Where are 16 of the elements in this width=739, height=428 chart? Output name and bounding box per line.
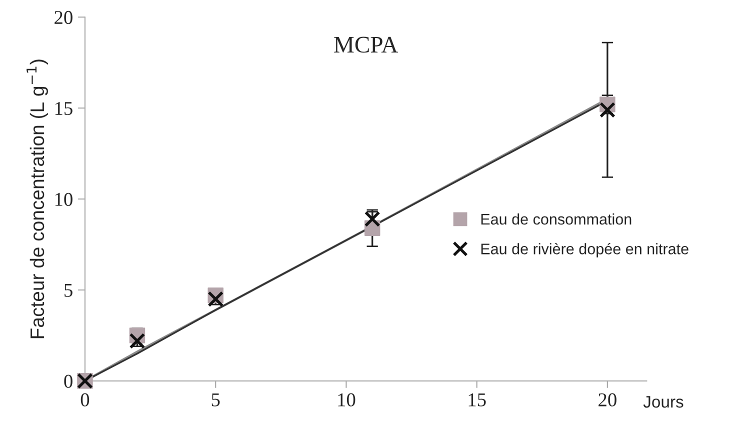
y-tick-label: 5 (64, 284, 72, 297)
x-tick-label: 5 (212, 393, 220, 406)
x-tick-label: 0 (80, 393, 90, 406)
x-tick-label: 15 (468, 393, 486, 406)
y-tick-label: 10 (55, 192, 72, 206)
y-tick-label: 20 (54, 10, 72, 24)
y-tick-label: 0 (64, 374, 72, 388)
x-tick-label: 10 (338, 393, 356, 406)
x-axis-title: Jours (643, 396, 684, 408)
point (599, 102, 616, 118)
legend-label: Eau de consommation (481, 213, 632, 225)
text: MCPA (334, 36, 398, 53)
y-axis-title: Facteur de concentration (L g$^{−1}$) (26, 60, 48, 338)
legend-label: Eau de rivière dopée en nitrate (481, 242, 688, 258)
y-tick-label: 15 (55, 102, 72, 116)
x-tick-label: 20 (598, 393, 616, 406)
